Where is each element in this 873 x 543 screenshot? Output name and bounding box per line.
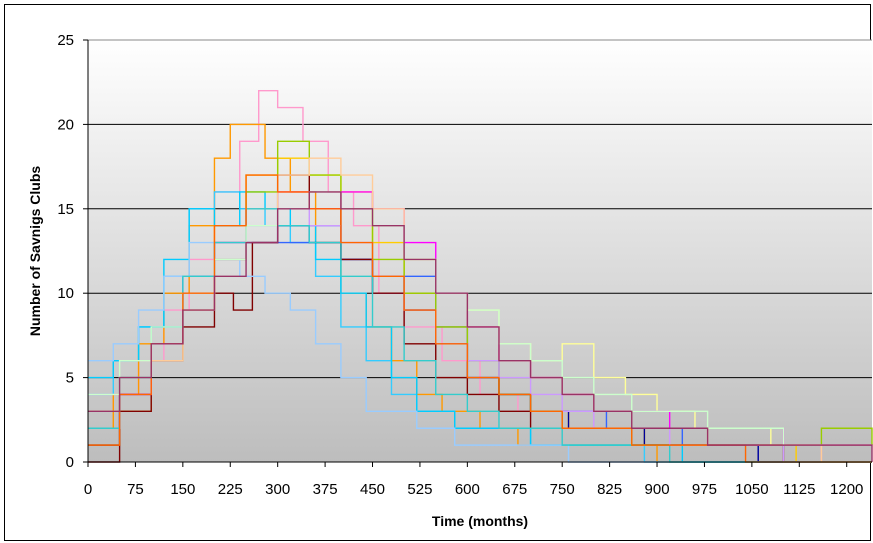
- y-tick-label: 15: [57, 201, 74, 218]
- plot-area: [88, 40, 872, 462]
- x-tick-label: 675: [502, 481, 527, 498]
- x-tick-label: 525: [407, 481, 432, 498]
- x-tick-label: 825: [597, 481, 622, 498]
- x-tick-label: 225: [218, 481, 243, 498]
- x-tick-label: 975: [692, 481, 717, 498]
- x-tick-label: 1200: [830, 481, 863, 498]
- series-line: [88, 191, 873, 462]
- x-tick-label: 300: [265, 481, 290, 498]
- y-tick-label: 0: [66, 454, 74, 471]
- x-axis-title: Time (months): [432, 513, 528, 529]
- y-axis-title: Number of Savnigs Clubs: [27, 166, 43, 337]
- x-tick-label: 450: [360, 481, 385, 498]
- x-tick-label: 75: [127, 481, 144, 498]
- y-tick-label: 10: [57, 285, 74, 302]
- y-tick-label: 5: [66, 370, 74, 387]
- x-tick-label: 1125: [783, 481, 815, 498]
- y-tick-label: 25: [57, 32, 74, 49]
- x-tick-label: 900: [645, 481, 670, 498]
- series-line: [88, 174, 872, 463]
- x-tick-label: 0: [84, 481, 92, 498]
- x-tick-label: 375: [313, 481, 338, 498]
- x-tick-label: 600: [455, 481, 480, 498]
- x-tick-label: 750: [550, 481, 575, 498]
- x-tick-label: 150: [170, 481, 195, 498]
- y-tick-label: 20: [57, 116, 74, 133]
- x-tick-label: 1050: [735, 481, 768, 498]
- series-line: [88, 241, 872, 463]
